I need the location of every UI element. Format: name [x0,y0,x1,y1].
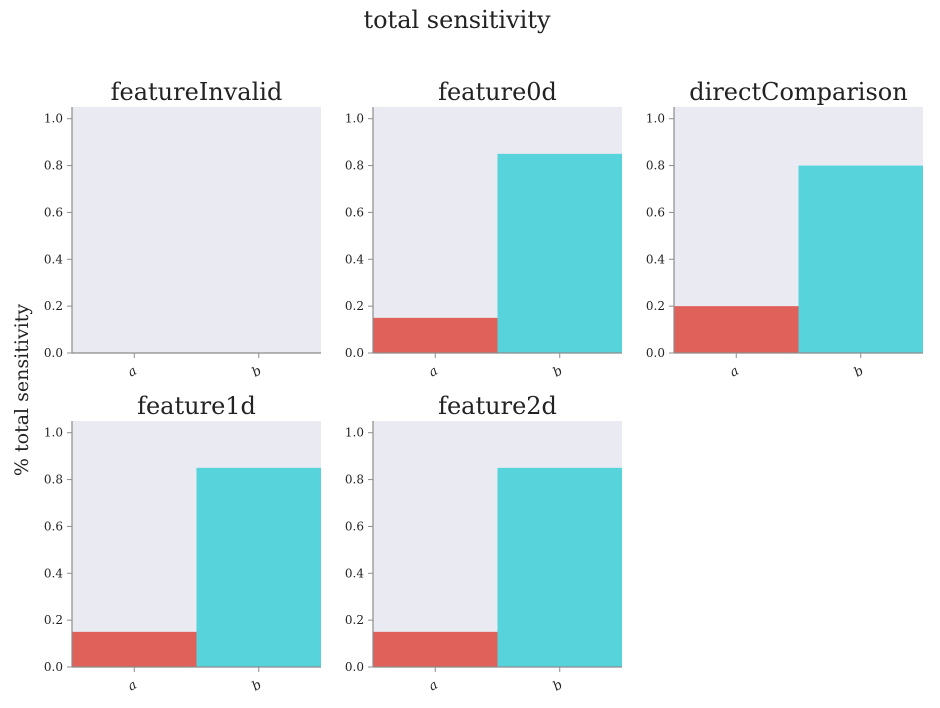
y-tick-label: 0.0 [44,346,63,360]
y-tick-label: 0.4 [345,566,364,580]
y-tick-label: 0.2 [44,613,63,627]
subplot-title: feature0d [438,78,557,106]
y-tick-label: 0.8 [646,159,665,173]
x-tick-label: a [727,364,741,381]
bar-b [497,153,622,353]
bar-b [497,467,622,667]
subplot-title: directComparison [689,78,907,106]
x-tick-label: a [125,678,139,695]
x-tick-label: a [125,364,139,381]
y-tick-label: 1.0 [345,426,364,440]
subplot-grid: 0.0 0.2 0.4 0.6 0.8 1.0 a b featureInvalid 0.0 0.2… [44,78,923,695]
bar-b [196,467,321,667]
subplot-title: featureInvalid [111,78,283,106]
subplot-directComparison: 0.0 0.2 0.4 0.6 0.8 1.0 a b directComparison [646,78,923,381]
y-tick-label: 0.4 [646,252,665,266]
x-tick-label: b [551,363,566,380]
y-tick-label: 0.6 [345,205,364,219]
subplot-feature2d: 0.0 0.2 0.4 0.6 0.8 1.0 a b feature2d [345,392,622,695]
bar-a [72,631,197,667]
y-tick-label: 0.8 [345,159,364,173]
figure-title: total sensitivity [363,6,551,34]
y-tick-label: 0.0 [646,346,665,360]
bar-a [373,631,498,667]
bar-a [674,306,799,353]
y-tick-label: 0.4 [345,252,364,266]
bar-b [798,165,923,353]
x-tick-label: a [426,678,440,695]
y-tick-label: 0.8 [44,159,63,173]
subplot-feature1d: 0.0 0.2 0.4 0.6 0.8 1.0 a b feature1d [44,392,321,695]
y-tick-label: 0.6 [44,205,63,219]
subplot-title: feature1d [137,392,256,420]
y-tick-label: 0.2 [345,613,364,627]
y-tick-label: 0.4 [44,252,63,266]
y-tick-label: 0.6 [44,519,63,533]
y-tick-label: 0.0 [44,660,63,674]
y-tick-label: 0.2 [646,299,665,313]
y-tick-label: 0.6 [646,205,665,219]
y-tick-label: 0.6 [345,519,364,533]
subplot-feature0d: 0.0 0.2 0.4 0.6 0.8 1.0 a b feature0d [345,78,622,381]
y-tick-label: 0.4 [44,566,63,580]
y-tick-label: 0.2 [44,299,63,313]
y-tick-label: 1.0 [44,112,63,126]
subplot-title: feature2d [438,392,557,420]
y-tick-label: 1.0 [44,426,63,440]
x-tick-label: a [426,364,440,381]
y-tick-label: 0.8 [44,473,63,487]
y-tick-label: 1.0 [345,112,364,126]
y-tick-label: 1.0 [646,112,665,126]
axes-background [72,107,321,353]
x-tick-label: b [250,363,265,380]
y-tick-label: 0.2 [345,299,364,313]
x-tick-label: b [852,363,867,380]
x-tick-label: b [250,677,265,694]
y-tick-label: 0.8 [345,473,364,487]
x-tick-label: b [551,677,566,694]
figure-ylabel: % total sensitivity [11,304,33,476]
bar-a [373,317,498,353]
y-tick-label: 0.0 [345,660,364,674]
y-tick-label: 0.0 [345,346,364,360]
subplot-featureInvalid: 0.0 0.2 0.4 0.6 0.8 1.0 a b featureInvalid [44,78,321,381]
